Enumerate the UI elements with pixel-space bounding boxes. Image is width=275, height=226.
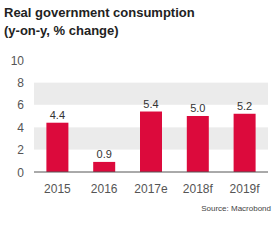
y-tick-label: 2 [17, 143, 24, 157]
y-tick-label: 4 [17, 121, 24, 135]
bar [93, 162, 115, 172]
x-tick-label: 2017e [134, 182, 168, 196]
bars [46, 112, 255, 172]
bar [46, 123, 68, 172]
bar [234, 114, 256, 172]
x-tick-label: 2016 [91, 182, 118, 196]
data-label: 5.4 [143, 98, 158, 110]
data-label: 4.4 [50, 109, 65, 121]
baseline [34, 172, 268, 173]
y-tick-label: 0 [17, 166, 24, 180]
bar [140, 112, 162, 172]
subtitle: (y-on-y, % change) [4, 23, 119, 38]
x-tick-label: 2019f [230, 182, 261, 196]
x-tick-label: 2015 [44, 182, 71, 196]
labels: 4.4 0.9 5.4 5.0 5.2 [50, 98, 252, 160]
x-tick-label: 2018f [183, 182, 214, 196]
data-label: 5.0 [190, 102, 205, 114]
data-label: 0.9 [97, 148, 112, 160]
data-label: 5.2 [237, 100, 252, 112]
y-tick-label: 10 [11, 54, 25, 68]
grid-band [34, 60, 268, 82]
y-tick-label: 8 [17, 76, 24, 90]
title: Real government consumption [4, 5, 195, 20]
source: Source: Macrobond [201, 204, 271, 213]
bar [187, 116, 209, 172]
chart: Real government consumption (y-on-y, % ch… [0, 0, 275, 226]
y-tick-label: 6 [17, 98, 24, 112]
